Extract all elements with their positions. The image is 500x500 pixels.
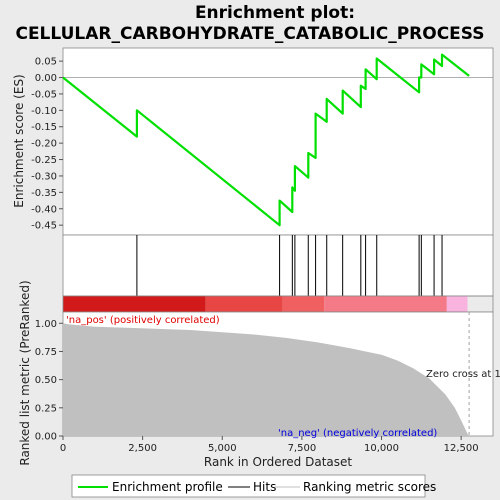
metric-axis-label: Ranked list metric (PreRanked) (18, 280, 32, 465)
metric-tick-label: 0.50 (35, 375, 57, 386)
legend-metric-label: Ranking metric scores (303, 480, 436, 494)
x-tick-label: 0 (60, 443, 66, 454)
hits-panel (63, 235, 493, 296)
heatmap-segment (283, 296, 324, 312)
zero-cross-label: Zero cross at 1 (426, 369, 500, 380)
heatmap-segment (447, 296, 468, 312)
es-tick-label: -0.15 (31, 122, 57, 133)
es-tick-label: 0.05 (35, 57, 57, 68)
heatmap-segment (324, 296, 447, 312)
es-tick-label: -0.10 (31, 106, 57, 117)
es-tick-label: -0.35 (31, 188, 57, 199)
positive-correlation-label: 'na_pos' (positively correlated) (66, 315, 220, 326)
es-axis-label: Enrichment score (ES) (12, 74, 26, 207)
es-tick-label: -0.05 (31, 89, 57, 100)
metric-tick-label: 0.75 (35, 347, 57, 358)
ranking-heatmap (63, 296, 493, 312)
x-tick-label: 7,500 (288, 443, 317, 454)
metric-tick-label: 0.00 (35, 432, 57, 443)
title-line-1: Enrichment plot: (195, 3, 355, 23)
x-axis-label: Rank in Ordered Dataset (204, 455, 352, 469)
es-tick-label: -0.45 (31, 221, 57, 232)
es-tick-label: -0.20 (31, 139, 57, 150)
metric-tick-label: 0.25 (35, 403, 57, 414)
es-tick-label: -0.25 (31, 155, 57, 166)
x-tick-label: 10,000 (364, 443, 399, 454)
x-tick-label: 5,000 (208, 443, 237, 454)
es-tick-label: 0.00 (35, 73, 57, 84)
es-tick-label: -0.30 (31, 171, 57, 182)
legend-profile-label: Enrichment profile (112, 480, 223, 494)
metric-tick-label: 1.00 (35, 319, 57, 330)
heatmap-segment (63, 296, 206, 312)
heatmap-segment (206, 296, 283, 312)
es-tick-label: -0.40 (31, 204, 57, 215)
es-plot-area (63, 48, 493, 235)
title-line-2: CELLULAR_CARBOHYDRATE_CATABOLIC_PROCESS (15, 24, 484, 44)
legend-hits-label: Hits (253, 480, 276, 494)
x-tick-label: 2,500 (128, 443, 157, 454)
x-tick-label: 12,500 (444, 443, 479, 454)
